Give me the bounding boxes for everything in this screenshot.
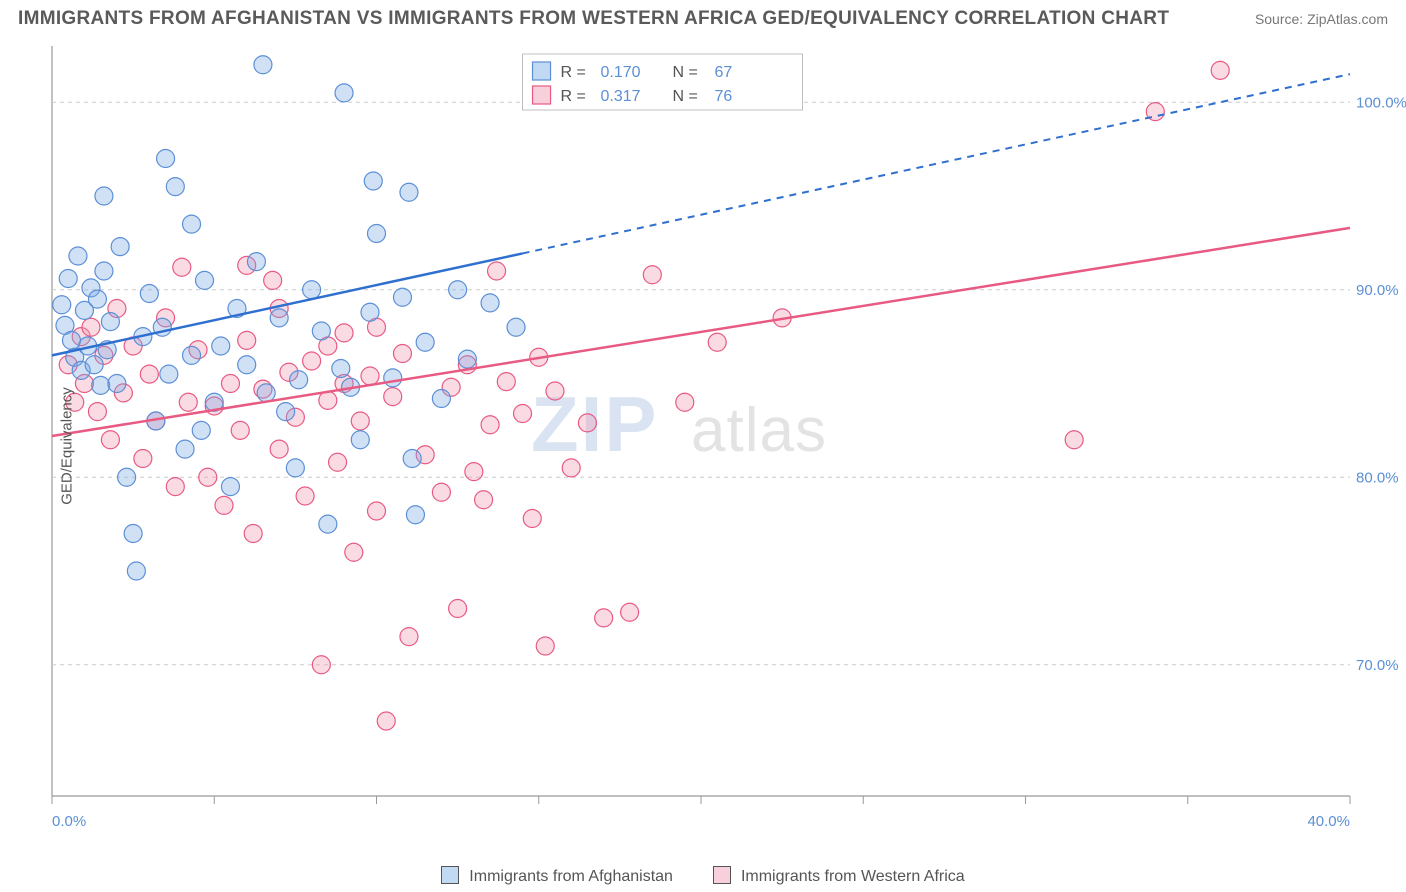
y-axis-label: GED/Equivalency — [58, 387, 75, 505]
svg-text:90.0%: 90.0% — [1356, 282, 1399, 299]
source-attribution: Source: ZipAtlas.com — [1255, 11, 1388, 27]
bottom-legend: Immigrants from Afghanistan Immigrants f… — [0, 866, 1406, 886]
svg-text:0.0%: 0.0% — [52, 813, 86, 830]
scatter-chart: 70.0%80.0%90.0%100.0%0.0%40.0%ZIPatlasR … — [0, 36, 1406, 856]
svg-text:R =: R = — [561, 88, 586, 105]
chart-title: IMMIGRANTS FROM AFGHANISTAN VS IMMIGRANT… — [18, 8, 1169, 30]
svg-text:40.0%: 40.0% — [1307, 813, 1350, 830]
svg-text:80.0%: 80.0% — [1356, 469, 1399, 486]
svg-text:100.0%: 100.0% — [1356, 94, 1406, 111]
svg-text:N =: N = — [673, 88, 698, 105]
svg-text:atlas: atlas — [691, 396, 827, 465]
legend-swatch-blue — [441, 866, 459, 884]
legend-item-afghanistan: Immigrants from Afghanistan — [441, 866, 673, 886]
source-name: ZipAtlas.com — [1307, 11, 1388, 27]
chart-container: GED/Equivalency 70.0% 80.0% 90.0% 100.0% 0.0… — [0, 36, 1406, 856]
svg-text:N =: N = — [673, 64, 698, 81]
svg-text:67: 67 — [715, 64, 733, 81]
source-label: Source: — [1255, 11, 1307, 27]
legend-item-western-africa: Immigrants from Western Africa — [713, 866, 965, 886]
svg-text:76: 76 — [715, 88, 733, 105]
svg-text:0.317: 0.317 — [601, 88, 641, 105]
legend-swatch-pink — [713, 866, 731, 884]
legend-label-western-africa: Immigrants from Western Africa — [741, 868, 965, 885]
svg-text:0.170: 0.170 — [601, 64, 641, 81]
svg-text:R =: R = — [561, 64, 586, 81]
svg-text:70.0%: 70.0% — [1356, 657, 1399, 674]
legend-label-afghanistan: Immigrants from Afghanistan — [469, 868, 673, 885]
